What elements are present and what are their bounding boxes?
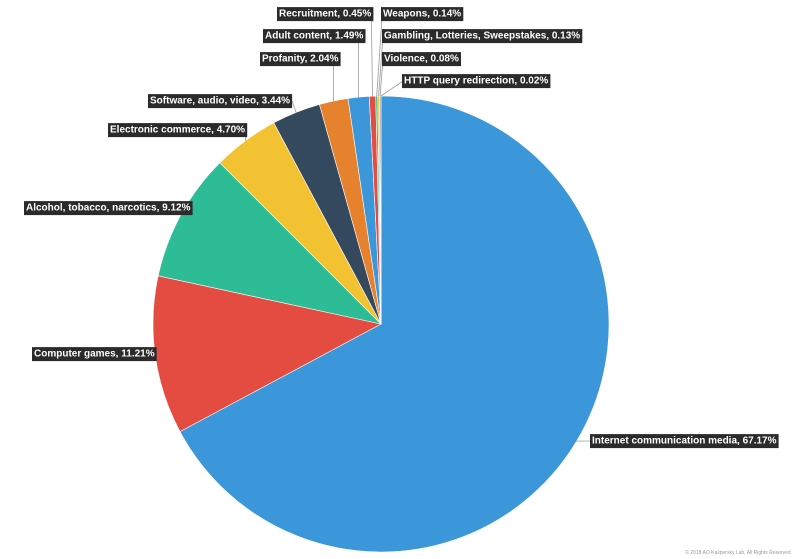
slice-label-text: Alcohol, tobacco, narcotics, 9.12% bbox=[26, 203, 191, 214]
slice-label: Software, audio, video, 3.44% bbox=[148, 94, 293, 109]
slice-label: Electronic commerce, 4.70% bbox=[108, 123, 248, 138]
slice-label: Gambling, Lotteries, Sweepstakes, 0.13% bbox=[382, 29, 583, 44]
copyright-text: © 2018 AO Kaspersky Lab. All Rights Rese… bbox=[685, 550, 792, 556]
slice-label: Internet communication media, 67.17% bbox=[590, 434, 779, 449]
slice-label-bg bbox=[402, 74, 551, 89]
slice-label-bg bbox=[277, 7, 374, 22]
slice-label-text: Violence, 0.08% bbox=[384, 54, 459, 65]
slice-label-bg bbox=[32, 347, 157, 362]
slice-label-bg bbox=[590, 434, 779, 449]
leader-line bbox=[371, 20, 373, 97]
slice-label-bg bbox=[382, 29, 583, 44]
slice-label-bg bbox=[381, 7, 464, 22]
slice-label-text: Weapons, 0.14% bbox=[383, 9, 461, 20]
pie-slice bbox=[179, 95, 610, 553]
slice-label-bg bbox=[108, 123, 248, 138]
slice-label-text: Computer games, 11.21% bbox=[34, 349, 155, 360]
leader-line bbox=[378, 35, 384, 97]
slice-label-bg bbox=[382, 52, 461, 67]
slice-label-text: Internet communication media, 67.17% bbox=[592, 436, 777, 447]
slice-label: Alcohol, tobacco, narcotics, 9.12% bbox=[24, 201, 193, 216]
slice-label: Computer games, 11.21% bbox=[32, 347, 157, 362]
slice-label-bg bbox=[263, 29, 366, 44]
slice-label: Weapons, 0.14% bbox=[381, 7, 464, 22]
slice-label: Recruitment, 0.45% bbox=[277, 7, 374, 22]
leader-line bbox=[376, 17, 383, 97]
slice-label-text: Adult content, 1.49% bbox=[265, 31, 363, 42]
slice-label-text: HTTP query redirection, 0.02% bbox=[404, 76, 548, 87]
leader-line bbox=[291, 100, 297, 113]
slice-label-text: Software, audio, video, 3.44% bbox=[150, 96, 290, 107]
leader-line bbox=[380, 80, 404, 97]
slice-label: Profanity, 2.04% bbox=[260, 52, 341, 67]
slice-label: Adult content, 1.49% bbox=[263, 29, 366, 44]
pie-labels: Internet communication media, 67.17% Comp… bbox=[24, 7, 779, 449]
slice-label-text: Profanity, 2.04% bbox=[262, 54, 339, 65]
slice-label: Violence, 0.08% bbox=[382, 52, 461, 67]
slice-label-bg bbox=[260, 52, 341, 67]
slice-label-text: Electronic commerce, 4.70% bbox=[110, 125, 245, 136]
slice-label-text: Gambling, Lotteries, Sweepstakes, 0.13% bbox=[384, 31, 580, 42]
slice-label: HTTP query redirection, 0.02% bbox=[402, 74, 551, 89]
pie-slices bbox=[152, 95, 610, 553]
slice-label-text: Recruitment, 0.45% bbox=[279, 9, 371, 20]
slice-label-bg bbox=[24, 201, 193, 216]
slice-label-bg bbox=[148, 94, 293, 109]
